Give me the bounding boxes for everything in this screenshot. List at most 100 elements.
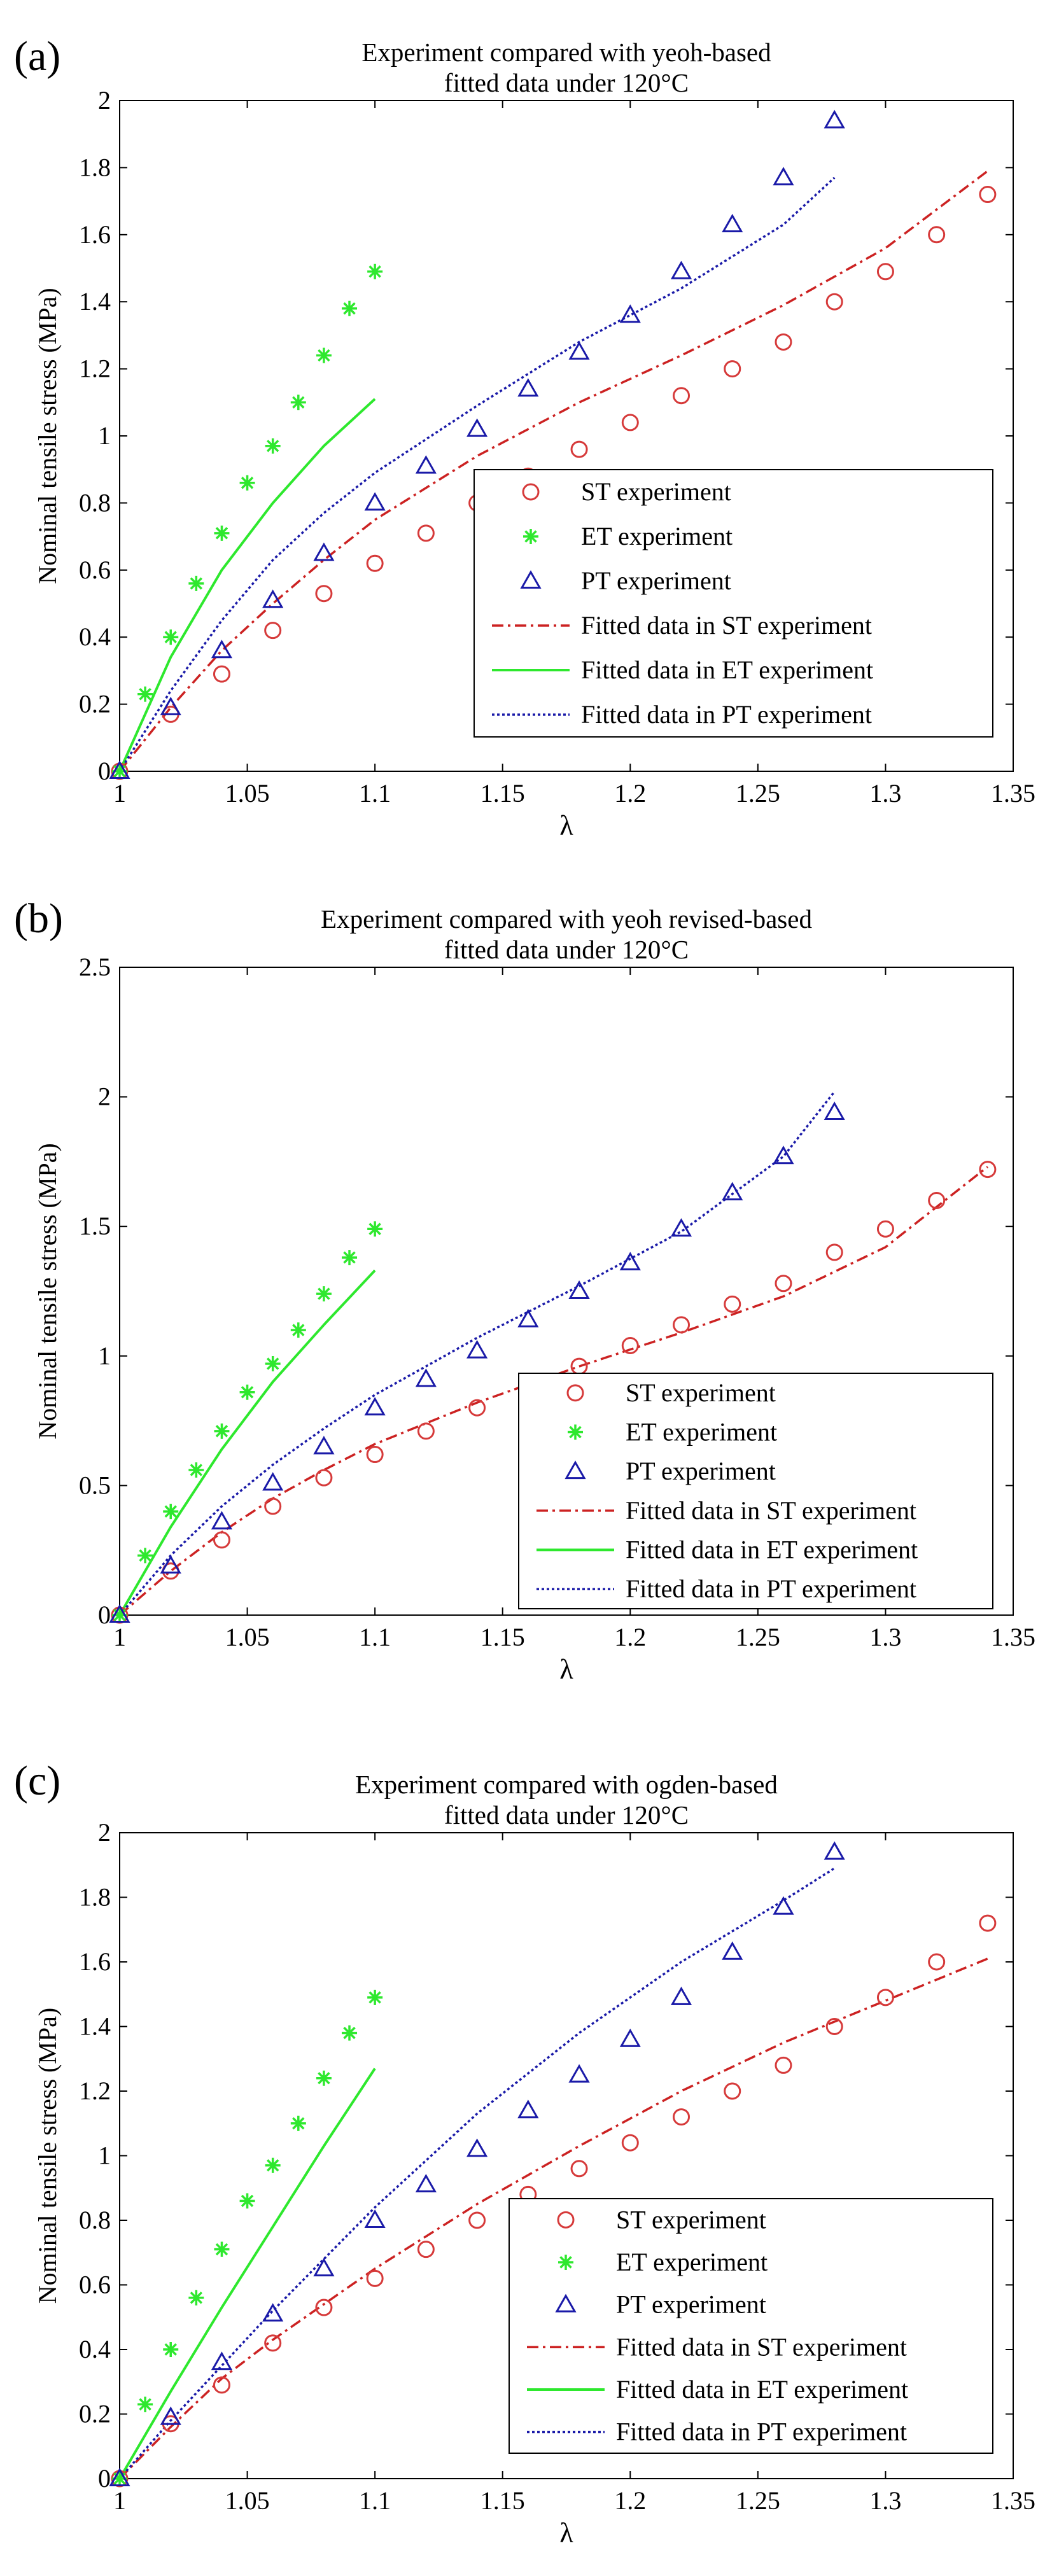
x-tick-label: 1.05 [225,1623,270,1651]
y-tick-label: 1.4 [79,2012,111,2041]
data-point [137,1548,153,1564]
data-point [315,1469,333,1487]
data-point [214,2241,230,2257]
x-axis-label: λ [559,810,573,841]
data-point [213,665,230,683]
data-point [160,696,181,715]
panel-label: (a) [14,33,60,80]
data-point [364,2209,386,2228]
data-point [137,686,153,702]
series-line-fitted-data-in-et-experiment [118,2068,376,2480]
y-tick-label: 0 [98,1600,111,1629]
data-point [415,1368,437,1387]
data-point [366,1446,384,1464]
data-point [211,640,233,659]
data-point [468,1399,486,1417]
data-point [775,333,792,351]
legend-label: ST experiment [616,2205,766,2234]
data-point [163,629,179,645]
data-point [109,2467,130,2486]
data-point [570,440,588,458]
y-tick-label: 1.6 [79,220,111,249]
data-point [239,475,255,491]
data-point [213,2376,230,2394]
series-et-experiment [112,1989,383,2486]
data-point [876,1220,894,1238]
legend-box [473,469,993,738]
legend-marker [522,483,540,501]
legend-label: PT experiment [626,1457,776,1485]
series-line-fitted-data-in-pt-experiment [118,1867,836,2480]
legend-box [518,1373,993,1609]
y-tick-label: 2 [98,86,111,115]
y-tick-label: 0.4 [79,2335,111,2363]
y-tick-label: 1.8 [79,1883,111,1912]
data-point [137,2397,153,2412]
chart-panel-b: (b) Experiment compared with yeoh revised… [14,895,1035,1685]
data-point [417,524,435,542]
data-point [722,1941,743,1960]
legend-label: Fitted data in ST experiment [616,2332,907,2361]
data-point [112,2471,127,2486]
data-point [342,2025,358,2041]
data-point [670,260,692,279]
x-axis-label: λ [559,2517,573,2549]
series-st-experiment [111,1161,997,1624]
legend-marker [520,570,542,589]
data-point [928,1953,946,1971]
data-point [364,492,386,511]
y-tick-label: 0 [98,2464,111,2493]
data-point [265,1356,281,1372]
data-point [290,395,306,410]
data-point [316,2070,332,2086]
x-tick-label: 1.15 [480,1623,525,1651]
data-point [825,1243,843,1261]
data-point [724,2082,741,2100]
x-tick-label: 1.05 [225,2486,270,2515]
data-point [264,622,282,640]
data-point [364,1397,386,1416]
x-tick-label: 1.05 [225,779,270,808]
legend-marker [555,2293,577,2313]
data-point [109,1604,130,1623]
data-point [824,109,845,129]
data-point [824,1102,845,1121]
legend-box [508,2198,993,2454]
y-tick-label: 0.2 [79,2400,111,2428]
axes-box [119,967,1014,1616]
data-point [316,347,332,363]
series-pt-experiment [109,1102,845,1623]
data-point [342,1250,358,1266]
data-point [517,378,539,397]
y-axis-label: Nominal tensile stress (MPa) [33,288,62,584]
legend-label: ST experiment [626,1378,776,1407]
data-point [188,575,204,591]
series-pt-experiment [109,109,845,779]
data-point [673,1316,691,1334]
data-point [468,2211,486,2229]
legend-label: ET experiment [626,1418,777,1446]
legend: ST experiment ET experiment PT experiment F… [518,1373,993,1609]
series-line-fitted-data-in-pt-experiment [118,176,836,772]
data-point [773,167,794,186]
legend-label: Fitted data in ET experiment [616,2375,908,2404]
chart-panel-a: (a) Experiment compared with yeoh-basedfi… [14,33,1035,841]
data-point [262,589,284,608]
data-point [211,2351,233,2370]
x-tick-label: 1.25 [736,1623,780,1651]
data-point [824,1841,845,1860]
x-tick-label: 1.35 [991,2486,1035,2515]
y-tick-label: 0.8 [79,488,111,517]
series-line-fitted-data-in-st-experiment [118,170,988,773]
data-point [188,2290,204,2306]
legend-label: ST experiment [581,477,731,506]
data-point [417,1422,435,1440]
data-point [722,1182,743,1201]
legend-label: Fitted data in PT experiment [616,2418,907,2446]
y-tick-label: 2.5 [79,953,111,981]
data-point [673,387,691,405]
data-point [214,525,230,541]
data-point [367,1989,383,2005]
series-pt-experiment [109,1841,845,2486]
data-point [517,2099,539,2118]
